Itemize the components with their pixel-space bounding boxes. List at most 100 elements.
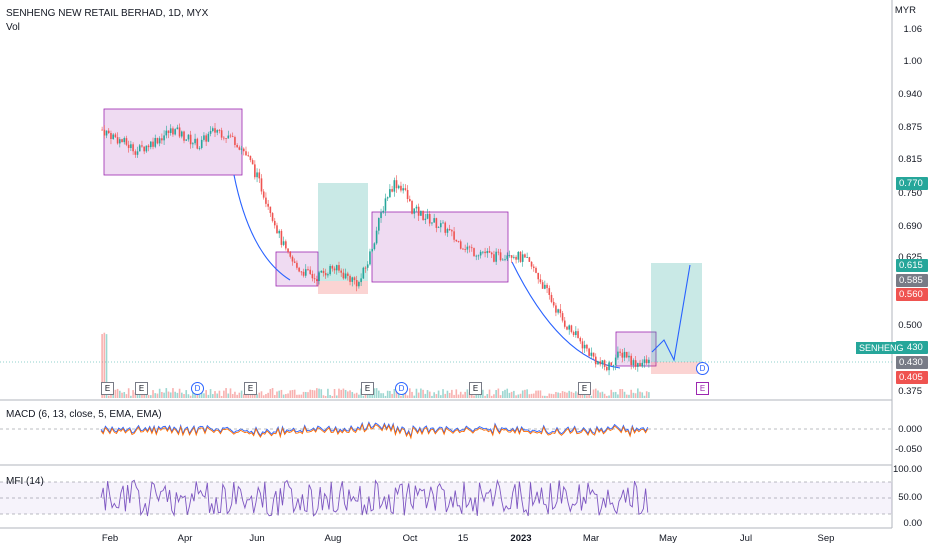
candle-body — [211, 128, 214, 131]
volume-bar — [488, 389, 491, 398]
volume-bar — [541, 395, 544, 398]
volume-bar — [455, 389, 458, 398]
candle-body — [526, 257, 528, 258]
candle-body — [581, 341, 584, 349]
arc-curve-1[interactable] — [233, 174, 291, 281]
volume-bar — [207, 394, 210, 398]
candle-body — [448, 228, 451, 231]
volume-bar — [242, 393, 245, 398]
volume-bar — [563, 391, 566, 398]
volume-bar — [625, 394, 628, 398]
macd-label[interactable]: MACD (6, 13, close, 5, EMA, EMA) — [6, 409, 162, 420]
candle-body — [563, 320, 566, 327]
earnings-event-marker[interactable]: E — [361, 382, 374, 395]
volume-bar — [493, 394, 495, 398]
candle-body — [530, 261, 533, 267]
candle-body — [639, 363, 641, 367]
range-box-3[interactable] — [371, 211, 509, 283]
mfi-label[interactable]: MFI (14) — [6, 476, 44, 487]
volume-bar — [296, 394, 298, 398]
volume-bar — [351, 391, 354, 398]
volume-bar — [648, 392, 650, 398]
long-position-profit-1[interactable] — [318, 183, 368, 281]
candle-body — [488, 251, 491, 253]
candle-body — [229, 135, 232, 137]
candle-body — [242, 148, 245, 152]
symbol-tag: SENHENG — [856, 342, 907, 354]
dividend-event-marker[interactable]: D — [696, 362, 709, 375]
projection-path[interactable] — [651, 264, 691, 362]
volume-bar — [114, 389, 117, 398]
earnings-event-marker[interactable]: E — [469, 382, 482, 395]
candle-body — [537, 272, 540, 280]
x-tick: Oct — [402, 533, 418, 544]
volume-bar — [433, 392, 435, 398]
dividend-event-marker[interactable]: D — [191, 382, 204, 395]
volume-bar — [150, 395, 152, 398]
candle-body — [391, 189, 393, 192]
long-position-loss-1[interactable] — [318, 281, 368, 294]
volume-bar — [136, 392, 139, 398]
volume-bar — [276, 391, 278, 398]
symbol-title[interactable]: SENHENG NEW RETAIL BERHAD, 1D, MYX — [6, 8, 209, 19]
earnings-event-marker[interactable]: E — [696, 382, 709, 395]
candle-body — [625, 351, 628, 358]
candle-body — [382, 210, 385, 213]
candle-body — [501, 259, 504, 261]
earnings-event-marker[interactable]: E — [578, 382, 591, 395]
volume-bar — [464, 391, 466, 398]
volume-bar — [282, 394, 285, 398]
volume-bar — [506, 388, 509, 398]
volume-bar — [322, 395, 325, 398]
x-tick: Jun — [249, 533, 265, 544]
arc-curve-2[interactable] — [511, 261, 621, 369]
volume-bar — [524, 389, 526, 398]
candle-body — [632, 360, 635, 366]
volume-bar — [375, 388, 378, 398]
volume-bar — [435, 394, 438, 398]
volume-bar — [362, 395, 365, 398]
long-position-loss-2[interactable] — [651, 362, 702, 374]
volume-bar — [127, 388, 130, 398]
candle-body — [150, 141, 152, 148]
candle-body — [599, 361, 601, 365]
candle-body — [462, 248, 464, 250]
volume-bar — [395, 389, 398, 398]
volume-bar — [329, 395, 331, 398]
candle-body — [415, 206, 418, 209]
volume-bar — [590, 395, 593, 398]
volume-bar — [203, 393, 205, 398]
candle-body — [285, 241, 287, 249]
earnings-event-marker[interactable]: E — [244, 382, 257, 395]
earnings-event-marker[interactable]: E — [135, 382, 148, 395]
candle-body — [552, 301, 555, 306]
candle-body — [570, 325, 573, 332]
volume-bar — [344, 389, 347, 398]
candle-body — [628, 355, 630, 358]
candle-body — [546, 284, 548, 289]
volume-bar — [581, 392, 584, 398]
volume-bar — [623, 391, 626, 398]
dividend-event-marker[interactable]: D — [395, 382, 408, 395]
volume-bar — [320, 389, 323, 398]
candle-body — [380, 212, 382, 219]
candle-body — [451, 230, 453, 232]
volume-label[interactable]: Vol — [6, 22, 20, 33]
candle-body — [165, 130, 168, 136]
volume-bar — [313, 390, 316, 398]
volume-bar — [278, 390, 281, 398]
volume-bar — [643, 395, 646, 398]
candle-body — [311, 273, 314, 279]
earnings-event-marker[interactable]: E — [101, 382, 114, 395]
candle-body — [422, 210, 424, 220]
volume-bar — [594, 388, 597, 398]
volume-bar — [130, 395, 132, 398]
candle-body — [318, 272, 320, 282]
candle-body — [630, 355, 632, 366]
volume-bar — [592, 389, 595, 398]
candle-body — [409, 199, 411, 202]
candle-body — [439, 223, 442, 228]
candle-body — [411, 201, 413, 214]
volume-bar — [154, 393, 157, 398]
